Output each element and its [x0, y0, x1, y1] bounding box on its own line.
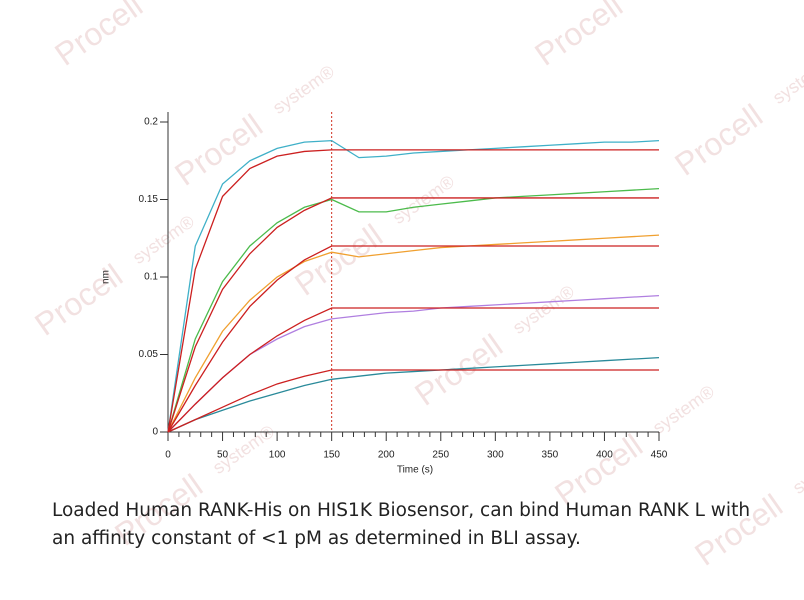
- watermark-text: Procell: [168, 107, 269, 193]
- x-tick-label: 300: [487, 450, 504, 461]
- x-tick-label: 150: [323, 450, 340, 461]
- watermark-text: system®: [769, 51, 804, 108]
- y-tick-label: 0.1: [144, 272, 158, 283]
- series-line: [167, 149, 659, 433]
- x-tick-label: 200: [378, 450, 395, 461]
- y-tick-label: 0: [152, 427, 158, 438]
- series-line: [167, 188, 660, 433]
- watermark-text: Procell: [528, 0, 629, 73]
- x-tick-label: 0: [165, 450, 171, 461]
- y-tick-label: 0.05: [139, 349, 159, 360]
- watermark-text: Procell: [288, 217, 389, 303]
- watermark-text: system®: [389, 171, 458, 228]
- y-axis-label: nm: [101, 270, 112, 284]
- x-tick-label: 50: [217, 450, 229, 461]
- watermark-text: system®: [269, 61, 338, 118]
- series-line: [167, 294, 660, 433]
- watermark-text: system®: [649, 381, 718, 438]
- caption-line: an affinity constant of <1 pM as determi…: [52, 528, 581, 549]
- x-tick-label: 450: [651, 450, 668, 461]
- watermark-text: system®: [789, 441, 804, 498]
- caption-line: Loaded Human RANK-His on HIS1K Biosensor…: [52, 500, 751, 521]
- x-tick-label: 100: [269, 450, 286, 461]
- watermark-text: system®: [509, 281, 578, 338]
- x-tick-label: 350: [542, 450, 559, 461]
- x-axis-label: Time (s): [397, 465, 433, 476]
- watermark-text: system®: [129, 211, 198, 268]
- y-tick-label: 0.2: [144, 117, 158, 128]
- x-tick-label: 400: [596, 450, 613, 461]
- series-line: [167, 245, 659, 433]
- series-line: [167, 197, 659, 433]
- watermark-text: Procell: [668, 97, 769, 183]
- series-line: [167, 234, 660, 433]
- series-line: [167, 369, 659, 433]
- series-line: [167, 307, 659, 433]
- watermark-text: Procell: [48, 0, 149, 73]
- series-line: [167, 139, 660, 433]
- series-line: [167, 356, 660, 433]
- x-tick-label: 250: [432, 450, 449, 461]
- watermark-text: Procell: [28, 257, 129, 343]
- y-tick-label: 0.15: [139, 194, 159, 205]
- watermarks: Procellsystem®Procellsystem®Procellsyste…: [28, 0, 804, 573]
